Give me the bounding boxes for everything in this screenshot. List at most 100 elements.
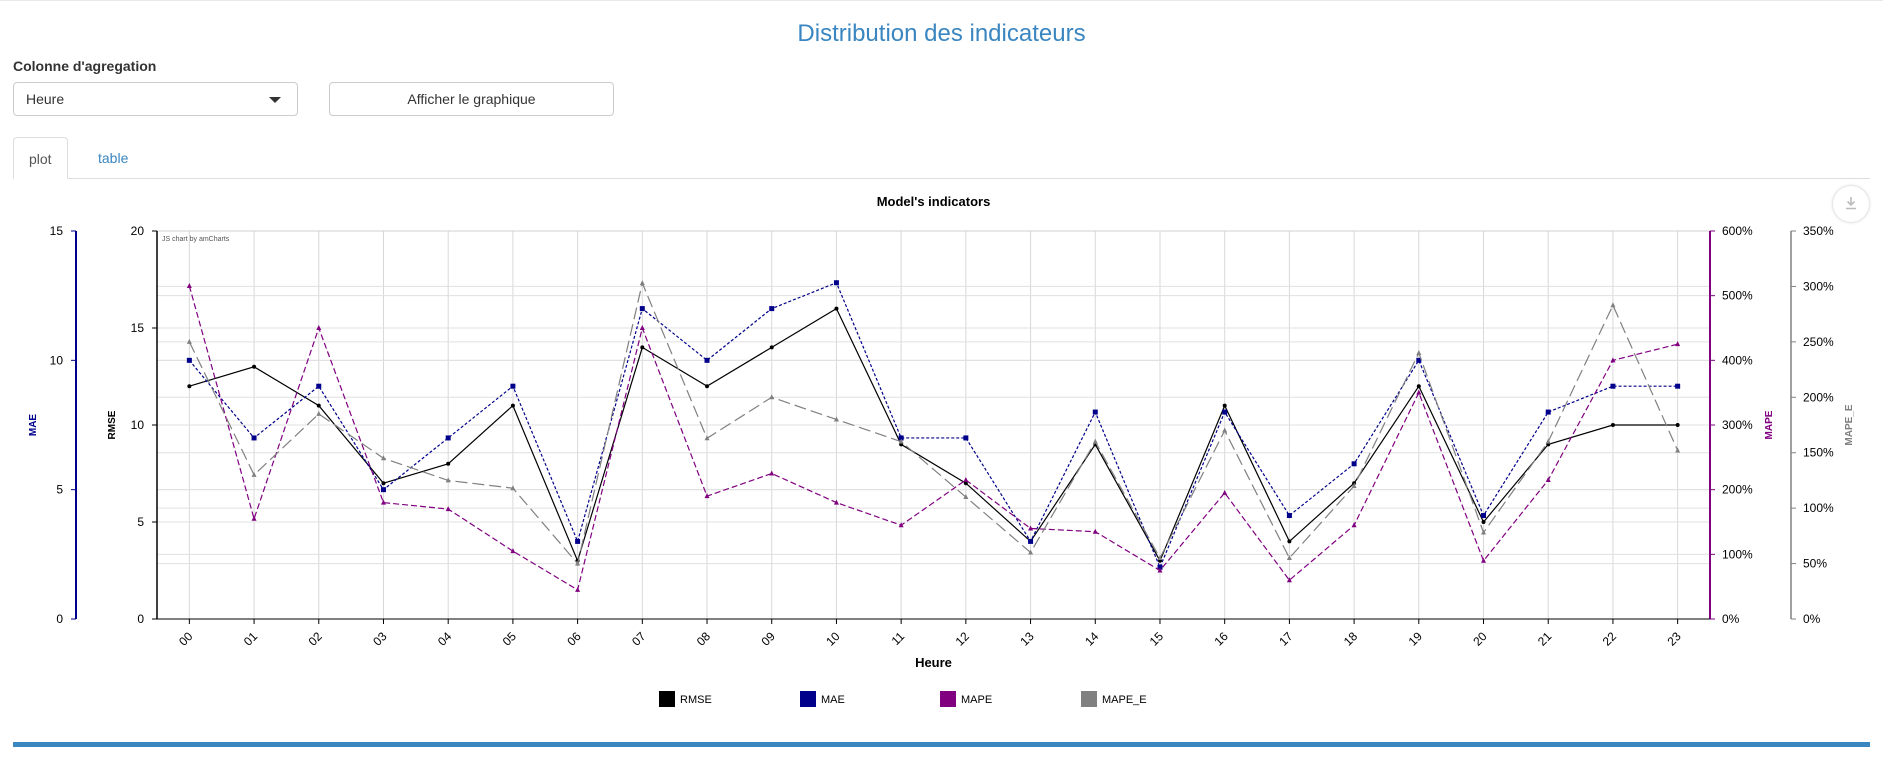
point-mape_e bbox=[575, 560, 581, 566]
tick-label-mape: 100% bbox=[1722, 547, 1753, 561]
legend-swatch-rmse bbox=[659, 691, 675, 707]
x-tick-label: 03 bbox=[370, 629, 390, 649]
point-mape_e bbox=[1157, 555, 1163, 561]
point-mape bbox=[833, 499, 839, 505]
series-line-rmse bbox=[189, 307, 1678, 563]
point-rmse bbox=[1481, 520, 1486, 524]
top-rule bbox=[0, 0, 1883, 1]
point-mae bbox=[1610, 383, 1616, 389]
axis-title-mape_e: MAPE_E bbox=[1844, 404, 1855, 445]
axis-title-mape: MAPE bbox=[1764, 410, 1775, 439]
point-rmse bbox=[640, 345, 645, 350]
point-mape bbox=[639, 325, 645, 330]
point-mape_e bbox=[769, 394, 775, 400]
x-tick-label: 02 bbox=[306, 629, 326, 649]
series-line-mape_e bbox=[188, 281, 1679, 565]
tick-label-mape: 300% bbox=[1722, 418, 1753, 432]
point-rmse bbox=[381, 481, 386, 486]
bottom-bar bbox=[13, 742, 1870, 747]
point-mae bbox=[1545, 409, 1551, 415]
point-mape bbox=[1092, 528, 1098, 534]
tick-label-mape_e: 350% bbox=[1803, 224, 1834, 238]
x-tick-label: 11 bbox=[889, 629, 908, 648]
point-mape bbox=[251, 515, 257, 521]
point-mape_e bbox=[380, 455, 386, 461]
tick-label-mape: 500% bbox=[1722, 289, 1753, 303]
point-mape_e bbox=[1222, 427, 1228, 433]
x-tick-label: 01 bbox=[241, 629, 261, 649]
point-rmse bbox=[1416, 384, 1421, 389]
point-mape_e bbox=[1028, 549, 1034, 555]
point-mape_e bbox=[1675, 447, 1681, 453]
point-mae bbox=[251, 435, 257, 441]
point-mae bbox=[1481, 513, 1487, 519]
point-mape bbox=[898, 522, 904, 528]
series-line-mape bbox=[188, 285, 1678, 591]
point-mape bbox=[1351, 522, 1357, 528]
x-tick-label: 15 bbox=[1147, 629, 1167, 649]
download-button[interactable] bbox=[1833, 186, 1869, 222]
x-tick-label: 13 bbox=[1017, 629, 1037, 649]
point-mape bbox=[963, 476, 969, 482]
point-mae bbox=[1286, 513, 1292, 519]
tick-label-mape_e: 250% bbox=[1803, 335, 1834, 349]
point-mape_e bbox=[704, 435, 710, 441]
tab-table[interactable]: table bbox=[98, 150, 129, 166]
axis-title-rmse: RMSE bbox=[107, 410, 118, 439]
point-mape bbox=[1222, 489, 1228, 495]
point-mae bbox=[445, 435, 451, 441]
x-tick-label: 08 bbox=[694, 629, 714, 649]
point-mape_e bbox=[1416, 349, 1422, 355]
x-tick-label: 19 bbox=[1406, 629, 1426, 649]
axis-title-mae: MAE bbox=[28, 414, 39, 437]
tick-label-mape: 600% bbox=[1722, 224, 1753, 238]
tick-label-mae: 0 bbox=[56, 612, 63, 626]
tick-label-mape_e: 200% bbox=[1803, 390, 1834, 404]
point-rmse bbox=[252, 364, 257, 369]
tab-bar: plot table bbox=[13, 137, 1870, 179]
point-mape_e bbox=[639, 280, 645, 286]
chart-credit: JS chart by amCharts bbox=[162, 236, 230, 243]
point-mape bbox=[316, 325, 322, 330]
show-chart-button[interactable]: Afficher le graphique bbox=[329, 82, 614, 116]
point-mape bbox=[1028, 525, 1034, 531]
point-mae bbox=[898, 435, 904, 441]
aggregation-select[interactable]: Heure bbox=[13, 82, 298, 116]
point-mae bbox=[1157, 564, 1163, 570]
point-mape_e bbox=[510, 485, 516, 491]
point-mae bbox=[1351, 461, 1357, 467]
point-mape bbox=[186, 282, 192, 288]
point-mae bbox=[833, 280, 839, 286]
point-rmse bbox=[316, 403, 321, 408]
point-mape bbox=[1286, 577, 1292, 583]
download-icon bbox=[1846, 197, 1856, 210]
point-mae bbox=[1675, 383, 1681, 389]
x-tick-label: 07 bbox=[629, 629, 649, 649]
point-mape_e bbox=[1481, 529, 1487, 535]
point-mape_e bbox=[186, 338, 192, 344]
tick-label-mape_e: 100% bbox=[1803, 501, 1834, 515]
point-mape bbox=[1610, 357, 1616, 363]
tab-plot[interactable]: plot bbox=[13, 137, 68, 179]
point-rmse bbox=[1675, 423, 1680, 427]
point-mae bbox=[963, 435, 969, 441]
tick-label-rmse: 10 bbox=[131, 418, 145, 432]
tick-label-rmse: 5 bbox=[137, 515, 144, 529]
page-title: Distribution des indicateurs bbox=[797, 20, 1086, 47]
point-mape bbox=[380, 499, 386, 505]
x-tick-label: 23 bbox=[1664, 629, 1684, 649]
tick-label-rmse: 15 bbox=[131, 321, 145, 335]
point-rmse bbox=[1610, 423, 1615, 427]
series-line-mae bbox=[188, 281, 1678, 569]
point-mae bbox=[1028, 538, 1034, 544]
x-tick-label: 14 bbox=[1082, 629, 1102, 649]
x-tick-label: 12 bbox=[953, 629, 973, 649]
legend-label-mae: MAE bbox=[821, 694, 845, 706]
chart-title: Model's indicators bbox=[877, 194, 991, 209]
legend-swatch-mape_e bbox=[1081, 691, 1097, 707]
tick-label-mae: 5 bbox=[56, 483, 63, 497]
x-tick-label: 05 bbox=[500, 629, 520, 649]
legend-swatch-mape bbox=[940, 691, 956, 707]
point-mape bbox=[1416, 389, 1422, 395]
